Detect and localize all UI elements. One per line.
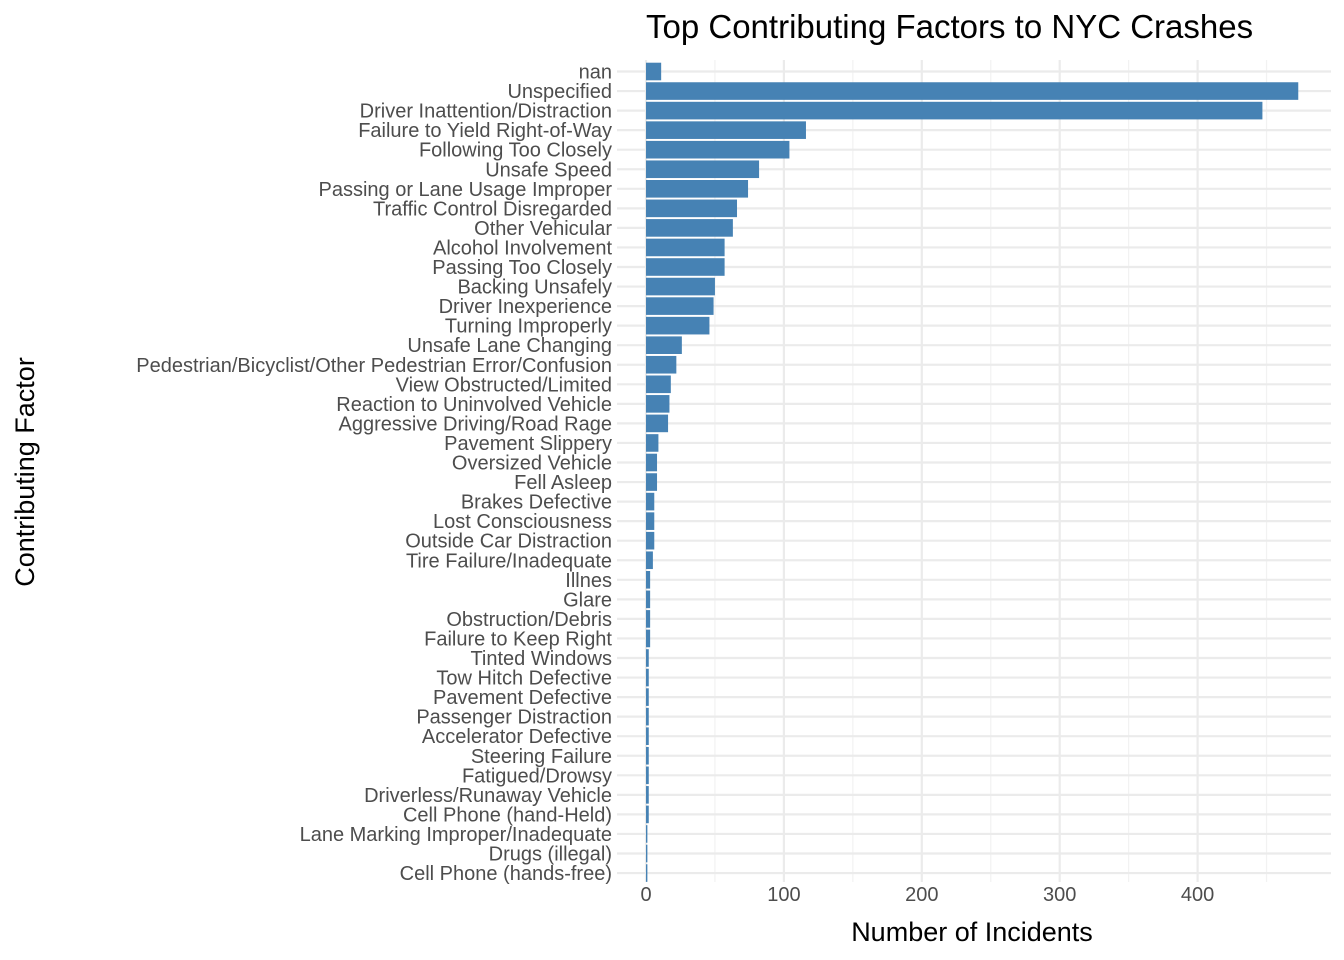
y-tick-label: Accelerator Defective [422,726,612,748]
y-tick-label: Aggressive Driving/Road Rage [339,413,612,435]
bar [646,414,669,433]
bar [646,82,1299,100]
y-tick-label: Tow Hitch Defective [436,668,612,690]
x-tick-label: 100 [767,884,800,906]
bar [646,649,649,667]
y-tick-label: Passing Too Closely [432,257,612,279]
bar [646,160,760,179]
bar [646,219,733,237]
bar [646,610,651,628]
bar [646,199,738,218]
x-axis-title: Number of Incidents [851,917,1093,947]
y-tick-label: Illnes [565,570,612,592]
bar [646,551,653,570]
bar [646,492,655,511]
y-tick-label: Fell Asleep [514,472,612,494]
bar [646,140,790,159]
y-tick-label: Oversized Vehicle [452,453,612,475]
bar [646,101,1263,120]
bar [646,844,648,863]
y-tick-label: Failure to Yield Right-of-Way [358,120,612,142]
bar [646,766,649,785]
bar [646,395,670,413]
bar [646,805,649,824]
bar-series [646,62,1299,882]
y-tick-label: Obstruction/Debris [446,609,612,631]
y-tick-label: Cell Phone (hand-Held) [403,804,612,826]
y-tick-label: Lost Consciousness [433,511,612,533]
y-tick-label: Unsafe Lane Changing [407,335,612,357]
y-tick-label: Pedestrian/Bicyclist/Other Pedestrian Er… [136,355,612,377]
y-tick-label: Following Too Closely [419,140,612,162]
y-tick-label: Lane Marking Improper/Inadequate [300,824,612,846]
y-tick-label: Passing or Lane Usage Improper [319,179,613,201]
bar [646,297,714,315]
x-tick-label: 400 [1181,884,1214,906]
y-tick-label: Steering Failure [471,746,612,768]
bar [646,336,682,354]
y-tick-label: View Obstructed/Limited [396,374,612,396]
bar [646,688,649,706]
bar [646,786,649,804]
bar [646,707,649,726]
bar [646,727,649,745]
y-tick-label: Unspecified [507,81,612,103]
chart-title: Top Contributing Factors to NYC Crashes [646,8,1254,45]
bar [646,121,806,139]
x-tick-labels: 0 100 200 300 400 [640,884,1214,906]
bar [646,316,710,335]
y-tick-label: Turning Improperly [445,316,612,338]
bar [646,180,749,198]
bar [646,571,651,589]
bar [646,512,655,530]
major-gridlines [617,60,1331,882]
minor-gridlines [714,60,1268,882]
bar [646,258,725,276]
y-tick-label: Cell Phone (hands-free) [400,863,612,885]
y-tick-label: Alcohol Involvement [433,237,612,259]
y-tick-label: Backing Unsafely [457,277,612,299]
bar [646,746,649,765]
x-tick-label: 0 [640,884,651,906]
y-tick-label: Glare [563,589,612,611]
y-tick-label: Pavement Slippery [444,433,612,455]
y-tick-label: Driver Inattention/Distraction [360,101,612,123]
bar [646,864,648,882]
y-tick-label: Driverless/Runaway Vehicle [364,785,612,807]
bar [646,668,649,687]
y-tick-label: Pavement Defective [433,687,612,709]
bar [646,434,659,452]
bar [646,473,658,491]
y-axis-title: Contributing Factor [10,357,40,587]
bar [646,355,677,374]
y-tick-label: Tinted Windows [470,648,612,670]
bar [646,375,671,394]
x-tick-label: 300 [1043,884,1076,906]
bar [646,277,715,296]
bar [646,62,662,81]
bar [646,825,648,843]
y-tick-label: Drugs (illegal) [489,844,612,866]
y-tick-label: Passenger Distraction [416,707,612,729]
y-tick-label: Traffic Control Disregarded [373,198,612,220]
y-tick-label: Other Vehicular [474,218,612,240]
y-tick-label: nan [579,62,612,84]
bar [646,629,651,648]
y-tick-label: Outside Car Distraction [405,531,612,553]
y-tick-label: Unsafe Speed [485,159,612,181]
y-tick-label: Brakes Defective [461,492,612,514]
bar [646,238,725,257]
y-tick-label: Failure to Keep Right [424,628,612,650]
bar [646,531,655,550]
bar [646,590,651,609]
y-tick-label: Tire Failure/Inadequate [406,550,612,572]
y-tick-label: Fatigued/Drowsy [462,765,612,787]
y-tick-label: Driver Inexperience [439,296,612,318]
bar [646,453,658,472]
y-tick-label: Reaction to Uninvolved Vehicle [336,394,612,416]
x-tick-label: 200 [905,884,938,906]
